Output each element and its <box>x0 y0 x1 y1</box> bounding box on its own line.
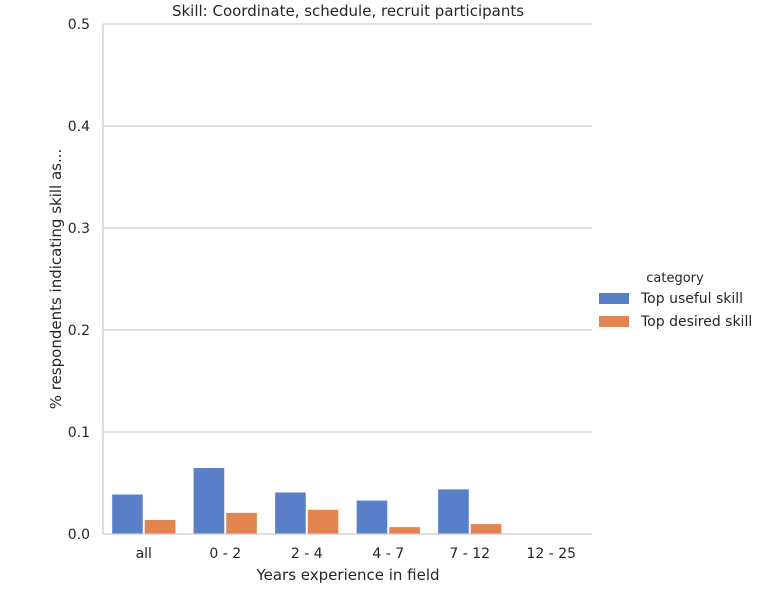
y-tick-label: 0.4 <box>68 119 90 135</box>
bar-top-desired <box>388 526 421 535</box>
legend-swatch <box>599 293 629 304</box>
y-tick-label: 0.0 <box>68 527 90 543</box>
x-tick-label: 2 - 4 <box>291 546 323 562</box>
y-tick-labels: 0.0 0.1 0.2 0.3 0.4 0.5 <box>68 17 90 543</box>
bar-top-useful <box>274 491 307 535</box>
bar-top-desired <box>307 509 339 535</box>
gridlines <box>103 23 592 433</box>
y-tick-label: 0.5 <box>68 17 90 33</box>
x-tick-label: 4 - 7 <box>372 546 404 562</box>
legend-swatch <box>599 316 629 327</box>
y-tick-label: 0.3 <box>68 221 90 237</box>
chart-title: Skill: Coordinate, schedule, recruit par… <box>172 2 524 20</box>
legend-label: Top useful skill <box>640 291 743 307</box>
bar-top-useful <box>437 488 470 535</box>
bar-top-useful <box>356 500 388 535</box>
bar-top-useful <box>193 467 225 535</box>
legend-items: Top useful skill Top desired skill <box>599 291 752 330</box>
x-tick-label: 7 - 12 <box>449 546 490 562</box>
bar-top-desired <box>470 523 502 535</box>
legend: category Top useful skill Top desired ski… <box>599 271 752 330</box>
axes <box>102 24 592 535</box>
bar-top-desired <box>225 512 258 535</box>
y-tick-label: 0.2 <box>68 323 90 339</box>
bar-top-desired <box>144 519 176 535</box>
bars <box>111 467 502 535</box>
legend-title: category <box>646 271 704 286</box>
bar-top-useful <box>111 493 144 535</box>
x-axis-title: Years experience in field <box>255 566 439 584</box>
x-tick-label: 0 - 2 <box>209 546 241 562</box>
y-tick-label: 0.1 <box>68 425 90 441</box>
x-tick-labels: all 0 - 2 2 - 4 4 - 7 7 - 12 12 - 25 <box>136 546 576 562</box>
x-tick-label: 12 - 25 <box>526 546 576 562</box>
x-tick-label: all <box>136 546 152 562</box>
legend-label: Top desired skill <box>640 314 752 330</box>
y-axis-title: % respondents indicating skill as... <box>47 149 65 410</box>
